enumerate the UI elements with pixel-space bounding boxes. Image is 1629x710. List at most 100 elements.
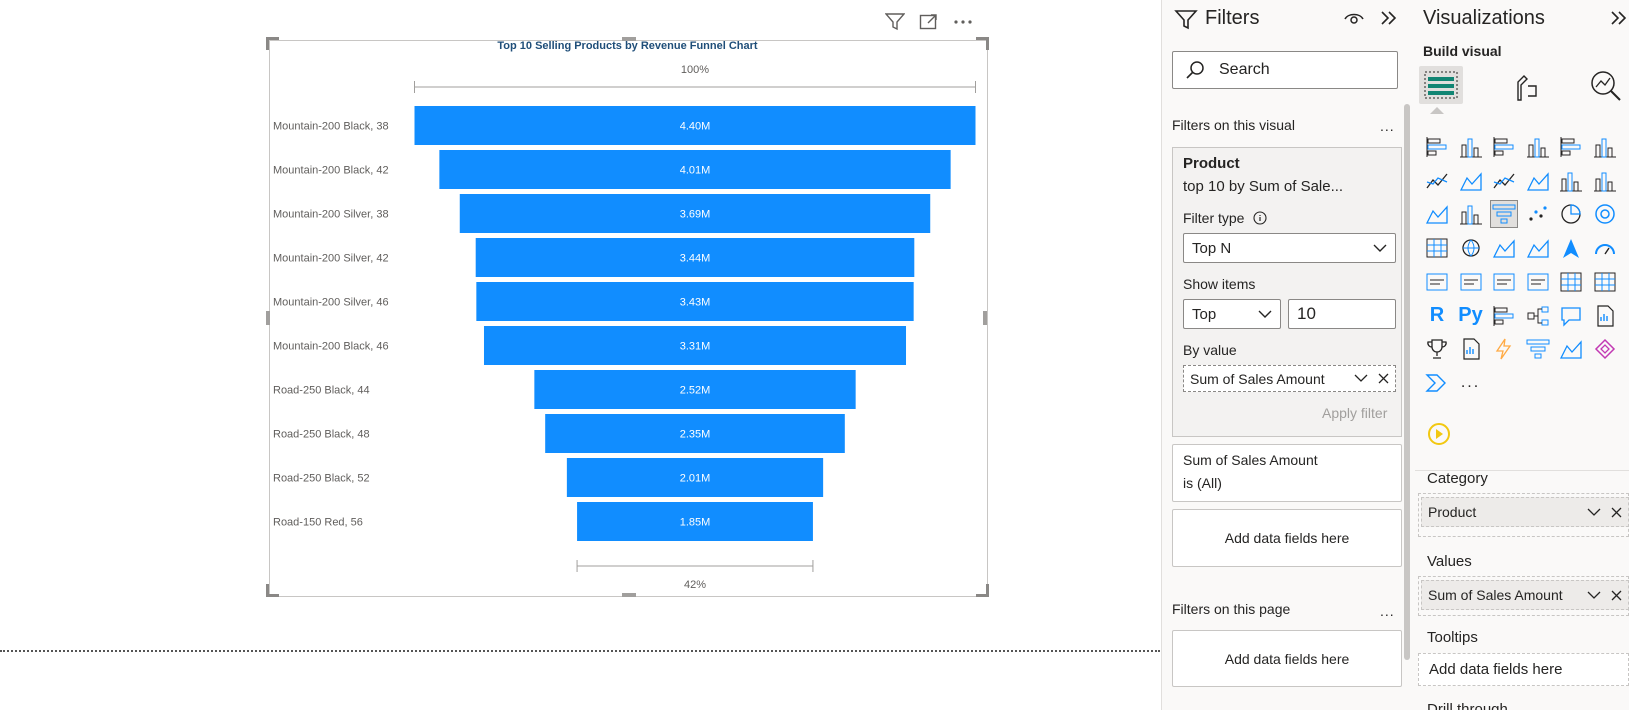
- focus-mode-icon[interactable]: [919, 12, 939, 32]
- close-icon[interactable]: [1611, 590, 1622, 601]
- scatter-chart-icon[interactable]: [1525, 201, 1551, 227]
- diamond-visual-icon[interactable]: [1592, 336, 1618, 362]
- filters-funnel-icon: [1174, 10, 1198, 30]
- matrix-icon[interactable]: [1592, 269, 1618, 295]
- filter-type-dropdown[interactable]: Top N: [1183, 233, 1396, 263]
- clustered-bar-chart-icon[interactable]: [1491, 134, 1517, 160]
- chevron-down-icon[interactable]: [1354, 374, 1368, 383]
- more-options-icon[interactable]: [953, 12, 973, 32]
- filters-search-input[interactable]: Search: [1172, 51, 1398, 89]
- filters-scrollbar[interactable]: [1404, 104, 1410, 660]
- more-visuals-icon[interactable]: ...: [1460, 373, 1481, 391]
- multi-row-card-icon[interactable]: [1458, 269, 1484, 295]
- add-page-filter-fields[interactable]: Add data fields here: [1172, 630, 1402, 687]
- funnel-bar-value-label: 3.69M: [680, 209, 711, 221]
- power-automate-flow-icon[interactable]: [1424, 370, 1450, 396]
- visual-header: [885, 12, 973, 32]
- chevron-down-icon[interactable]: [1587, 591, 1601, 600]
- collapse-filters-icon[interactable]: [1380, 10, 1398, 26]
- eye-icon[interactable]: [1343, 10, 1365, 26]
- waterfall-chart-icon[interactable]: [1458, 201, 1484, 227]
- resize-handle-right[interactable]: [983, 311, 987, 325]
- r-visual-icon[interactable]: R: [1429, 304, 1445, 326]
- line-clustered-column-chart-icon[interactable]: [1592, 168, 1618, 194]
- filled-map-icon[interactable]: [1491, 235, 1517, 261]
- analytics-icon[interactable]: [1590, 70, 1622, 102]
- map-icon[interactable]: [1458, 235, 1484, 261]
- divider: [1415, 470, 1629, 471]
- tooltips-well[interactable]: Add data fields here: [1418, 653, 1629, 686]
- azure-map-icon[interactable]: [1558, 235, 1584, 261]
- line-stacked-column-chart-icon[interactable]: [1558, 168, 1584, 194]
- resize-handle-bottom-left[interactable]: [266, 584, 279, 597]
- slicer-icon[interactable]: [1525, 269, 1551, 295]
- values-field-pill[interactable]: Sum of Sales Amount: [1421, 580, 1629, 610]
- resize-handle-top[interactable]: [622, 37, 636, 41]
- key-influencers-icon[interactable]: [1491, 303, 1517, 329]
- filters-on-page-more-icon[interactable]: ...: [1380, 603, 1395, 619]
- funnel-bar: [577, 502, 813, 541]
- chevron-down-icon[interactable]: [1587, 508, 1601, 517]
- python-visual-icon[interactable]: Py: [1458, 304, 1483, 326]
- 100-percent-area-chart-icon[interactable]: [1525, 168, 1551, 194]
- stacked-bar-chart-icon[interactable]: [1424, 134, 1450, 160]
- table-icon[interactable]: [1558, 269, 1584, 295]
- filter-icon[interactable]: [885, 12, 905, 32]
- resize-handle-bottom-right[interactable]: [976, 584, 989, 597]
- card-icon[interactable]: [1424, 269, 1450, 295]
- drill-through-label: Drill through: [1427, 701, 1508, 710]
- donut-chart-icon[interactable]: [1592, 201, 1618, 227]
- show-items-count-value: 10: [1297, 304, 1316, 323]
- collapse-visualizations-icon[interactable]: [1610, 10, 1628, 26]
- line-chart-icon[interactable]: [1424, 168, 1450, 194]
- apply-filter-button[interactable]: Apply filter: [1322, 405, 1388, 421]
- 100-percent-column-chart-icon[interactable]: [1592, 134, 1618, 160]
- close-icon[interactable]: [1611, 507, 1622, 518]
- funnel-bar: [459, 194, 931, 233]
- copilot-icon[interactable]: [1427, 422, 1451, 446]
- shape-map-icon[interactable]: [1525, 235, 1551, 261]
- show-items-count-input[interactable]: 10: [1288, 299, 1396, 329]
- category-field-pill[interactable]: Product: [1421, 497, 1629, 527]
- funnel-category-label: Mountain-200 Silver, 42: [273, 253, 389, 265]
- funnel-chart-icon[interactable]: [1490, 200, 1518, 229]
- filters-on-visual-more-icon[interactable]: ...: [1380, 118, 1395, 134]
- format-visual-icon[interactable]: [1510, 72, 1540, 102]
- funnel-top-percent: 100%: [681, 64, 709, 76]
- values-field-name: Sum of Sales Amount: [1428, 587, 1563, 603]
- narrative-icon[interactable]: [1592, 303, 1618, 329]
- arcgis-map-icon[interactable]: [1558, 336, 1584, 362]
- clustered-column-chart-icon[interactable]: [1525, 134, 1551, 160]
- search-icon: [1186, 61, 1204, 79]
- stacked-column-chart-icon[interactable]: [1458, 134, 1484, 160]
- power-automate-icon[interactable]: [1525, 336, 1551, 362]
- resize-handle-bottom[interactable]: [622, 593, 636, 597]
- show-items-direction-dropdown[interactable]: Top: [1183, 299, 1281, 329]
- treemap-icon[interactable]: [1424, 235, 1450, 261]
- funnel-bar: [475, 238, 915, 277]
- qa-icon[interactable]: [1558, 303, 1584, 329]
- category-field-name: Product: [1428, 504, 1477, 520]
- pie-chart-icon[interactable]: [1558, 201, 1584, 227]
- resize-handle-top-left[interactable]: [266, 37, 279, 50]
- resize-handle-top-right[interactable]: [976, 37, 989, 50]
- power-apps-icon[interactable]: [1491, 336, 1517, 362]
- 100-percent-bar-chart-icon[interactable]: [1558, 134, 1584, 160]
- resize-handle-left[interactable]: [266, 311, 270, 325]
- goals-icon[interactable]: [1424, 336, 1450, 362]
- decomposition-tree-icon[interactable]: [1525, 303, 1551, 329]
- info-icon[interactable]: [1253, 211, 1267, 225]
- chevron-down-icon: [1258, 310, 1272, 318]
- area-chart-icon[interactable]: [1458, 168, 1484, 194]
- build-visual-tab[interactable]: [1419, 66, 1463, 104]
- add-visual-filter-fields[interactable]: Add data fields here: [1172, 509, 1402, 567]
- sales-amount-filter-card[interactable]: [1172, 444, 1402, 502]
- kpi-icon[interactable]: [1491, 269, 1517, 295]
- ribbon-chart-icon[interactable]: [1424, 201, 1450, 227]
- funnel-category-label: Road-150 Red, 56: [273, 517, 363, 529]
- stacked-area-chart-icon[interactable]: [1491, 168, 1517, 194]
- gauge-icon[interactable]: [1592, 235, 1618, 261]
- close-icon[interactable]: [1378, 373, 1389, 384]
- by-value-field[interactable]: Sum of Sales Amount: [1183, 365, 1396, 392]
- paginated-report-icon[interactable]: [1458, 336, 1484, 362]
